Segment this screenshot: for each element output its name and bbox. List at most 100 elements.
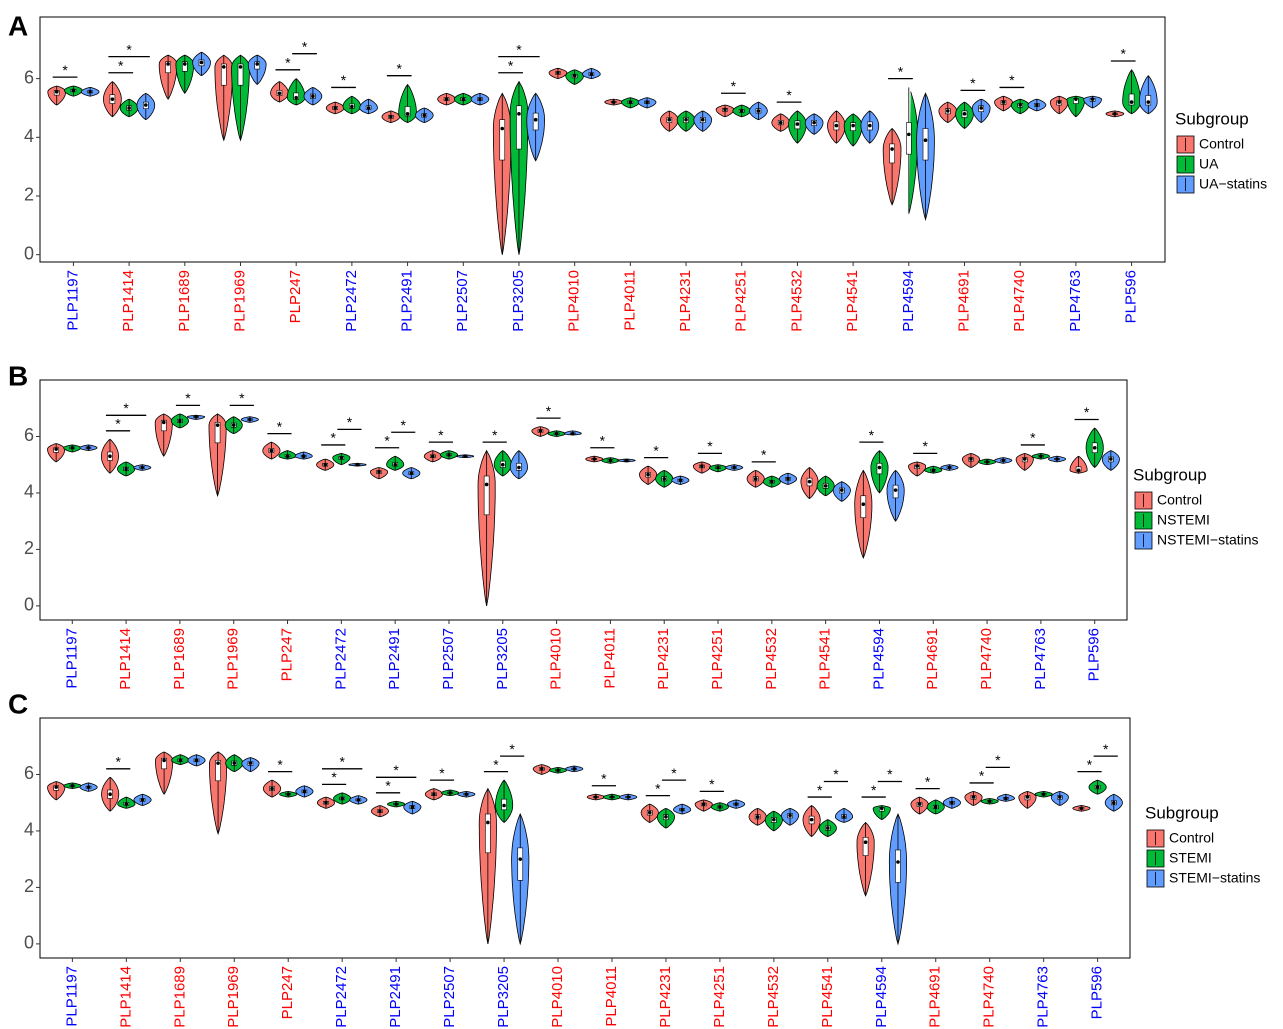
- significance-label: *: [339, 754, 345, 770]
- median-point: [572, 73, 577, 78]
- median-point: [431, 454, 435, 459]
- x-tick-label: PLP4010: [566, 270, 583, 332]
- y-tick-label: 0: [24, 933, 34, 953]
- median-point: [333, 106, 337, 110]
- median-point: [486, 820, 490, 825]
- median-point: [851, 123, 855, 128]
- median-point: [812, 120, 816, 125]
- median-point: [311, 94, 315, 99]
- significance-label: *: [1084, 404, 1090, 420]
- median-point: [611, 100, 616, 104]
- box: [483, 475, 490, 516]
- x-tick-label: PLP3205: [510, 270, 527, 332]
- significance-label: *: [493, 756, 499, 772]
- median-point: [110, 97, 115, 101]
- median-point: [626, 795, 630, 799]
- significance-label: *: [116, 754, 122, 770]
- median-point: [194, 758, 199, 763]
- median-point: [54, 785, 58, 789]
- x-tick-label: PLP1197: [63, 628, 80, 689]
- median-point: [54, 90, 59, 94]
- median-point: [931, 468, 936, 473]
- box: [1128, 93, 1135, 106]
- median-point: [734, 802, 738, 806]
- median-point: [1079, 806, 1084, 811]
- significance-label: *: [438, 427, 444, 443]
- median-point: [945, 109, 950, 113]
- median-point: [432, 792, 436, 797]
- median-point: [502, 803, 506, 808]
- median-point: [755, 815, 760, 819]
- median-point: [1095, 785, 1100, 789]
- median-point: [1039, 454, 1043, 459]
- x-tick-label: PLP2491: [399, 270, 416, 332]
- median-point: [162, 758, 166, 763]
- significance-label: *: [118, 57, 124, 73]
- x-tick-label: PLP4691: [924, 628, 941, 690]
- median-point: [624, 458, 629, 463]
- median-point: [647, 810, 652, 815]
- legend-title: Subgroup: [1175, 109, 1249, 128]
- median-point: [1001, 458, 1006, 463]
- x-tick-label: PLP1197: [63, 966, 80, 1027]
- significance-label: *: [126, 41, 132, 57]
- legend-title: Subgroup: [1145, 803, 1219, 822]
- x-tick-label: PLP596: [1086, 628, 1103, 681]
- median-point: [664, 815, 668, 819]
- median-point: [985, 460, 989, 464]
- x-tick-label: PLP3205: [494, 628, 511, 690]
- x-tick-label: PLP1969: [231, 270, 248, 332]
- median-point: [1113, 112, 1117, 116]
- significance-label: *: [655, 780, 661, 796]
- box: [214, 422, 221, 444]
- median-point: [248, 417, 252, 422]
- median-point: [732, 465, 736, 470]
- x-tick-label: PLP4691: [927, 966, 944, 1028]
- median-point: [795, 122, 800, 126]
- legend-label: Control: [1199, 136, 1244, 152]
- median-point: [199, 60, 204, 65]
- plot-frame: [39, 717, 1131, 959]
- median-point: [646, 472, 650, 477]
- median-point: [294, 95, 298, 100]
- legend-label: NSTEMI: [1157, 512, 1210, 528]
- x-tick-label: PLP1197: [64, 270, 81, 331]
- median-point: [1001, 100, 1006, 104]
- legend-label: UA: [1199, 156, 1219, 172]
- median-point: [71, 88, 76, 93]
- median-point: [355, 462, 360, 467]
- median-point: [593, 795, 598, 799]
- median-point: [772, 817, 776, 822]
- median-point: [221, 65, 226, 69]
- significance-label: *: [786, 87, 792, 103]
- median-point: [678, 478, 683, 483]
- x-tick-label: PLP4532: [765, 966, 782, 1028]
- median-point: [1055, 457, 1059, 461]
- median-point: [570, 431, 575, 436]
- median-point: [947, 465, 952, 470]
- panel-label: B: [8, 360, 28, 391]
- median-point: [393, 462, 397, 467]
- median-point: [389, 114, 393, 119]
- median-point: [517, 465, 521, 470]
- median-point: [1146, 100, 1151, 104]
- median-point: [378, 809, 382, 813]
- significance-label: *: [62, 62, 68, 78]
- median-point: [255, 62, 260, 66]
- median-point: [286, 792, 291, 797]
- median-point: [770, 479, 774, 484]
- median-point: [923, 138, 928, 143]
- median-point: [987, 799, 992, 804]
- significance-label: *: [653, 442, 659, 458]
- median-point: [366, 106, 371, 110]
- median-point: [394, 802, 398, 806]
- x-tick-label: PLP4541: [844, 270, 861, 332]
- median-point: [667, 117, 672, 122]
- median-point: [915, 464, 919, 468]
- median-point: [231, 423, 236, 427]
- median-point: [554, 431, 559, 436]
- median-point: [377, 469, 381, 474]
- median-point: [410, 805, 415, 809]
- significance-label: *: [922, 438, 928, 454]
- median-point: [533, 117, 538, 122]
